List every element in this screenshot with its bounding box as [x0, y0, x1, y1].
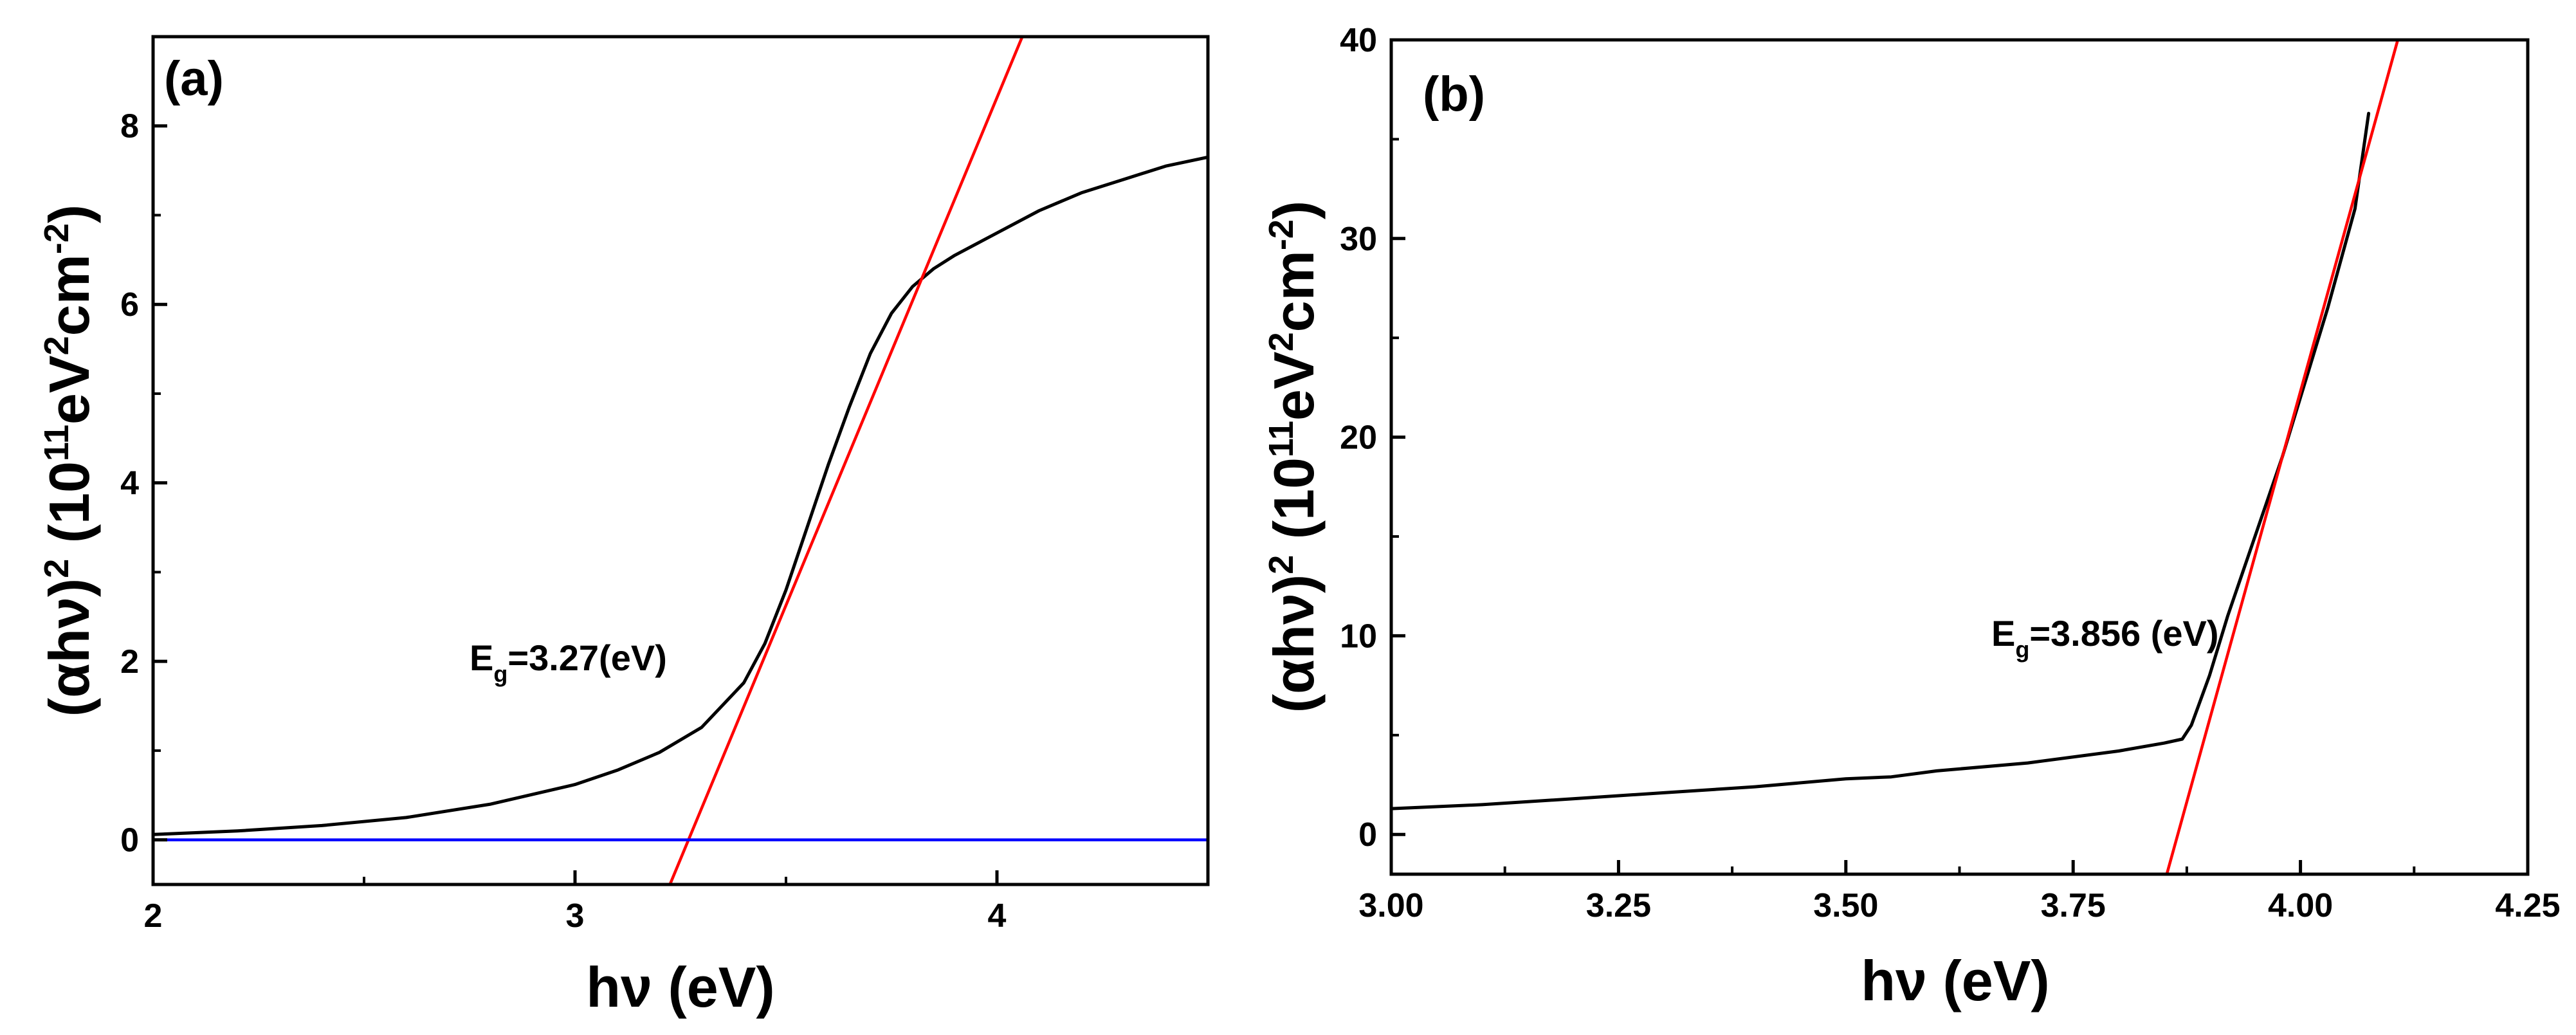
panel-b-ylabel-units-power: 11	[1262, 421, 1301, 457]
panel-a-ytick-label: 4	[120, 465, 139, 502]
panel-b-ylabel-base: (αhν)	[1262, 574, 1326, 713]
panel-b-ytick-label: 40	[1340, 22, 1377, 59]
panel-a-ylabel: (αhν)2 (1011eV2cm-2)	[37, 205, 101, 717]
panel-b-xtick-label: 4.25	[2495, 887, 2560, 924]
panel-b-label: (b)	[1423, 67, 1485, 122]
panel-b-ytick-label: 10	[1340, 618, 1377, 655]
panel-a-ylabel-units-mid: eV	[37, 355, 101, 425]
panel-b-xtick-label: 3.25	[1586, 887, 1651, 924]
panel-b-series-absorption	[1391, 111, 2371, 811]
panel-a-annotation-main: E	[470, 637, 493, 678]
panel-a-label: (a)	[164, 51, 224, 106]
panel-b-annotation-sub: g	[2015, 636, 2029, 663]
panel-b-ytick-label: 20	[1340, 419, 1377, 457]
panel-a-ylabel-units-close: )	[37, 205, 101, 223]
panel-b-xtick-label: 3.50	[1813, 887, 1878, 924]
panel-b-frame	[1389, 38, 2530, 876]
panel-b-xlabel: hν (eV)	[1861, 949, 2049, 1012]
panel-b-annotation: Eg=3.856 (eV)	[1991, 613, 2219, 663]
panel-a-ticks: 2 3 4 0 2 4 6 8	[120, 108, 1006, 935]
panel-a-xtick-label: 2	[144, 897, 163, 935]
panel-a-ylabel-units-mid2: cm	[37, 254, 101, 336]
panel-b-series-tangent	[2165, 40, 2400, 874]
panel-a-ylabel-power: 2	[37, 559, 76, 578]
panel-b-marks	[1391, 40, 2400, 874]
panel-a-xtick-label: 4	[988, 897, 1007, 935]
panel-a-xtick-label: 3	[566, 897, 585, 935]
panel-b-ylabel-power: 2	[1262, 555, 1301, 574]
panel-a-annotation: Eg=3.27(eV)	[470, 637, 667, 687]
panel-a-annotation-sub: g	[493, 661, 507, 687]
panel-a-marks	[153, 37, 1208, 884]
panel-a-xlabel: hν (eV)	[586, 955, 774, 1019]
panel-a-ylabel-units-power3: -2	[37, 223, 76, 254]
panel-b-ticks: 3.00 3.25 3.50 3.75 4.00 4.25 0 10 20 30 40	[1340, 22, 2560, 924]
panel-b-ytick-label: 0	[1358, 816, 1377, 854]
panel-b-ylabel-units-mid: eV	[1262, 351, 1326, 421]
panel-a-ytick-label: 2	[120, 643, 139, 681]
panel-b-ylabel-units-open: (10	[1262, 457, 1326, 555]
panel-a-ytick-label: 8	[120, 108, 139, 145]
panel-a-ytick-label: 0	[120, 822, 139, 859]
panel-a-annotation-rest: =3.27(eV)	[507, 637, 667, 678]
panel-b-xtick-label: 3.75	[2041, 887, 2106, 924]
panel-b-ylabel-units-mid2: cm	[1262, 250, 1326, 332]
panel-a: 2 3 4 0 2 4 6 8 (a) Eg=3.27(eV) hν (eV) (αhν) 2 …	[37, 35, 1210, 1019]
panel-b-ylabel: (αhν)2 (1011eV2cm-2)	[1262, 201, 1326, 713]
panel-b: 3.00 3.25 3.50 3.75 4.00 4.25 0 10 20 30 40 (b) Eg…	[1262, 22, 2561, 1012]
panel-a-frame	[151, 35, 1210, 886]
panel-b-annotation-rest: =3.856 (eV)	[2029, 613, 2218, 654]
panel-a-series-absorption	[153, 155, 1208, 836]
panel-b-xtick-label: 3.00	[1358, 887, 1423, 924]
panel-b-ylabel-units-close: )	[1262, 201, 1326, 219]
panel-a-ylabel-units-power2: 2	[37, 336, 76, 355]
panel-b-ylabel-units-power2: 2	[1262, 332, 1301, 351]
panel-a-series-tangent	[668, 37, 1024, 884]
panel-a-ylabel-units-open: (10	[37, 461, 101, 559]
panel-b-ytick-label: 30	[1340, 221, 1377, 258]
panel-b-annotation-main: E	[1991, 613, 2015, 654]
panel-a-ylabel-units-power: 11	[37, 425, 76, 461]
panel-a-ytick-label: 6	[120, 286, 139, 324]
panel-a-ylabel-base: (αhν)	[37, 578, 101, 717]
panel-b-xtick-label: 4.00	[2268, 887, 2333, 924]
panel-b-ylabel-units-power3: -2	[1262, 219, 1301, 250]
